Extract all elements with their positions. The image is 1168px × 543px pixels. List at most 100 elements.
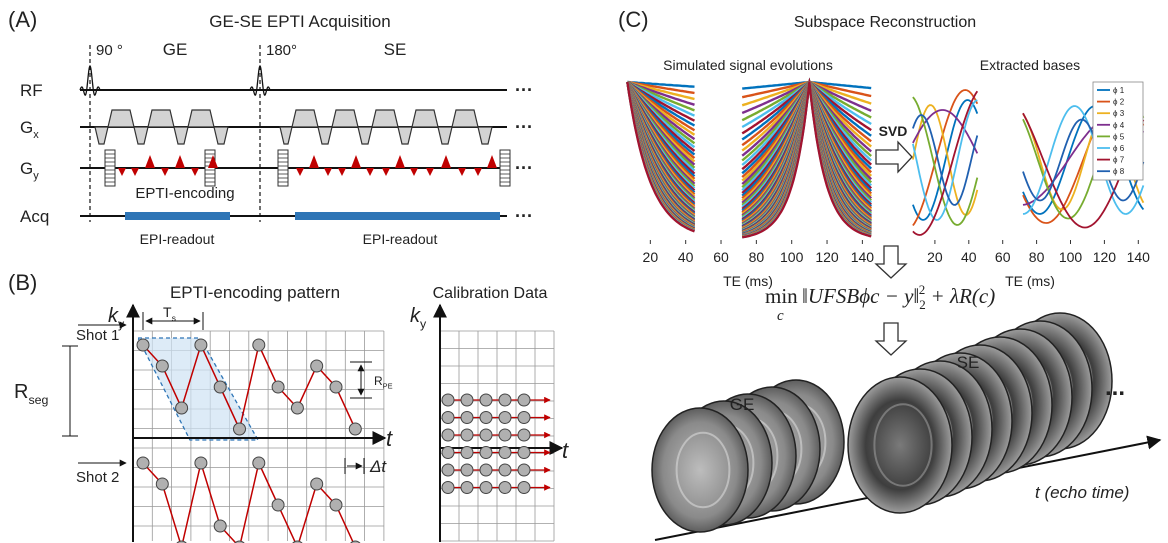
sample — [137, 339, 149, 351]
sample — [461, 447, 473, 459]
sample — [214, 381, 226, 393]
formula-body: ‖UFSBϕc − y‖ — [802, 284, 919, 308]
encoding-blip — [324, 168, 332, 176]
gradient-lobe — [358, 127, 372, 144]
label-sub: PE — [383, 382, 393, 391]
sample — [311, 360, 323, 372]
shot-label: Shot 1 — [76, 327, 119, 344]
sample — [461, 412, 473, 424]
delta-t: Δt — [369, 457, 387, 476]
encoding-blip — [309, 155, 319, 168]
legend-entry: ϕ 8 — [1113, 167, 1125, 176]
sample — [156, 360, 168, 372]
panel-title: GE-SE EPTI Acquisition — [209, 12, 390, 31]
x-tick-label: 20 — [927, 249, 943, 265]
panel-title: EPTI-encoding pattern — [170, 283, 340, 302]
x-tick-label: 100 — [1059, 249, 1083, 265]
label: Ts — [163, 304, 177, 323]
gradient-lobe — [174, 127, 188, 144]
label-sub: y — [33, 170, 39, 182]
x-tick-label: 140 — [851, 249, 875, 265]
encoding-blip — [351, 155, 361, 168]
plot-title: Extracted bases — [980, 57, 1080, 73]
encoding-label: EPTI-encoding — [135, 185, 234, 202]
stack-label: GE — [730, 395, 755, 414]
gradient-lobe — [318, 127, 332, 144]
gradient-lobe — [292, 110, 318, 127]
gradient-lobe — [478, 127, 492, 144]
gradient-lobe — [398, 127, 412, 144]
gradient-lobe — [412, 110, 438, 127]
sample — [518, 464, 530, 476]
encoding-blip — [366, 168, 374, 176]
row-label: Gy — [20, 159, 39, 182]
legend-entry: ϕ 7 — [1113, 156, 1125, 165]
x-tick-label: 20 — [643, 249, 659, 265]
readout-bar — [295, 212, 500, 220]
flip-angle: 90 ° — [96, 42, 123, 59]
label-main: G — [20, 159, 33, 178]
label-main: R — [14, 381, 28, 403]
flip-angle: 180° — [266, 42, 297, 59]
ellipsis: ... — [1105, 374, 1125, 401]
panel-label: (B) — [8, 270, 37, 295]
axis-title: TE (ms) — [1005, 273, 1055, 289]
hollow-arrow — [876, 246, 906, 278]
label-main: Acq — [20, 207, 49, 226]
sample — [480, 482, 492, 494]
encoding-blip — [382, 168, 390, 176]
gradient-lobe — [372, 110, 398, 127]
sample — [480, 412, 492, 424]
sample — [311, 478, 323, 490]
encoding-blip — [395, 155, 405, 168]
sample — [518, 447, 530, 459]
axis-label: t — [386, 426, 393, 451]
gradient-lobe — [188, 110, 214, 127]
gradient-lobe — [332, 110, 358, 127]
x-tick-label: 40 — [678, 249, 694, 265]
sample — [499, 447, 511, 459]
phase-blip — [105, 150, 115, 186]
sample — [499, 464, 511, 476]
stack-label: SE — [957, 353, 980, 372]
sample — [442, 412, 454, 424]
sample — [518, 482, 530, 494]
sample — [480, 394, 492, 406]
gradient-lobe — [134, 127, 148, 144]
encoding-blip — [191, 168, 199, 176]
axis-label: t — [562, 438, 569, 463]
shot-label: Shot 2 — [76, 469, 119, 486]
readout-label: EPI-readout — [140, 231, 215, 247]
encoding-blip — [474, 168, 482, 176]
sample — [234, 423, 246, 435]
sample — [291, 402, 303, 414]
label-main: R — [374, 374, 383, 388]
x-tick-label: 100 — [780, 249, 804, 265]
encoding-blip — [487, 155, 497, 168]
sample — [195, 457, 207, 469]
legend-entry: ϕ 4 — [1113, 121, 1125, 130]
x-tick-label: 120 — [1093, 249, 1117, 265]
echo-label: GE — [163, 40, 188, 59]
time-axis-label: t (echo time) — [1035, 483, 1129, 502]
encoding-blip — [410, 168, 418, 176]
sample — [253, 457, 265, 469]
ellipsis: ··· — [515, 80, 533, 100]
gradient-lobe — [438, 127, 452, 144]
formula: min — [765, 284, 798, 308]
hollow-arrow — [876, 142, 912, 172]
sample — [499, 482, 511, 494]
label-sub: s — [172, 313, 177, 323]
sample — [499, 429, 511, 441]
legend-entry: ϕ 6 — [1113, 144, 1125, 153]
panel-title: Subspace Reconstruction — [794, 14, 976, 31]
sample — [480, 464, 492, 476]
readout-label: EPI-readout — [363, 231, 438, 247]
sample — [461, 464, 473, 476]
encoding-blip — [161, 168, 169, 176]
sample — [195, 339, 207, 351]
plot-title: Simulated signal evolutions — [663, 57, 833, 73]
sample — [518, 394, 530, 406]
legend-entry: ϕ 2 — [1113, 98, 1125, 107]
legend-entry: ϕ 5 — [1113, 132, 1125, 141]
